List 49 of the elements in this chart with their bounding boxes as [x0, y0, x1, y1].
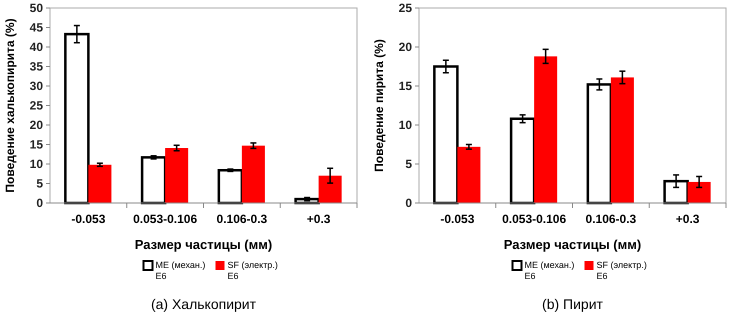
y-axis-title: Поведение халькопирита (%): [3, 18, 17, 193]
y-tick-label: 20: [398, 40, 412, 54]
text: (a) Халькопирит: [150, 296, 257, 312]
legend-label: SF (электр.) E6: [596, 260, 647, 281]
y-axis-title: Поведение пирита (%): [372, 39, 386, 172]
bar: [433, 65, 459, 204]
bar: [610, 77, 634, 203]
x-axis-title: Размер частицы (мм): [134, 237, 272, 252]
x-tick-label: 0.053-0.106: [133, 212, 198, 226]
y-tick-label: 15: [30, 138, 44, 152]
y-tick-label: 15: [398, 79, 412, 94]
legend-label: SF (электр.) E6: [228, 260, 278, 281]
y-tick-label: 20: [30, 118, 44, 132]
x-tick-label: +0.3: [676, 212, 700, 226]
bar: [534, 56, 558, 203]
y-tick-label: 0: [405, 196, 412, 210]
text: (b) Пирит: [542, 296, 604, 312]
x-tick-label: -0.053: [440, 212, 475, 226]
bar: [165, 148, 188, 203]
legend-label: ME (механ.) E6: [524, 260, 574, 281]
y-tick-label: 50: [30, 1, 44, 16]
x-tick-label: 0.106-0.3: [216, 212, 268, 226]
y-tick-label: 40: [30, 40, 44, 54]
x-tick-label: 0.106-0.3: [586, 212, 637, 226]
legend-label: ME (механ.) E6: [156, 260, 206, 281]
y-tick-label: 10: [398, 118, 412, 132]
y-tick-label: 25: [398, 1, 412, 16]
y-tick-label: 0: [36, 196, 44, 210]
y-tick-label: 35: [30, 60, 44, 74]
y-tick-label: 30: [30, 79, 44, 94]
y-tick-label: 45: [30, 20, 44, 35]
x-tick-label: -0.053: [71, 212, 106, 226]
bar: [318, 176, 342, 203]
bar: [457, 146, 480, 203]
bar: [88, 164, 112, 203]
bar: [140, 156, 166, 204]
bar: [586, 83, 612, 204]
bar: [242, 146, 265, 203]
x-tick-label: 0.053-0.106: [502, 212, 566, 226]
y-tick-label: 5: [405, 157, 412, 172]
bar: [218, 168, 244, 204]
bar: [688, 182, 711, 203]
y-tick-label: 10: [30, 157, 44, 172]
bar: [663, 180, 689, 204]
x-axis-title: Размер частицы (мм): [504, 237, 642, 252]
y-tick-label: 25: [30, 98, 44, 113]
bar: [510, 118, 536, 204]
y-tick-label: 5: [36, 176, 44, 191]
x-tick-label: +0.3: [306, 212, 331, 226]
